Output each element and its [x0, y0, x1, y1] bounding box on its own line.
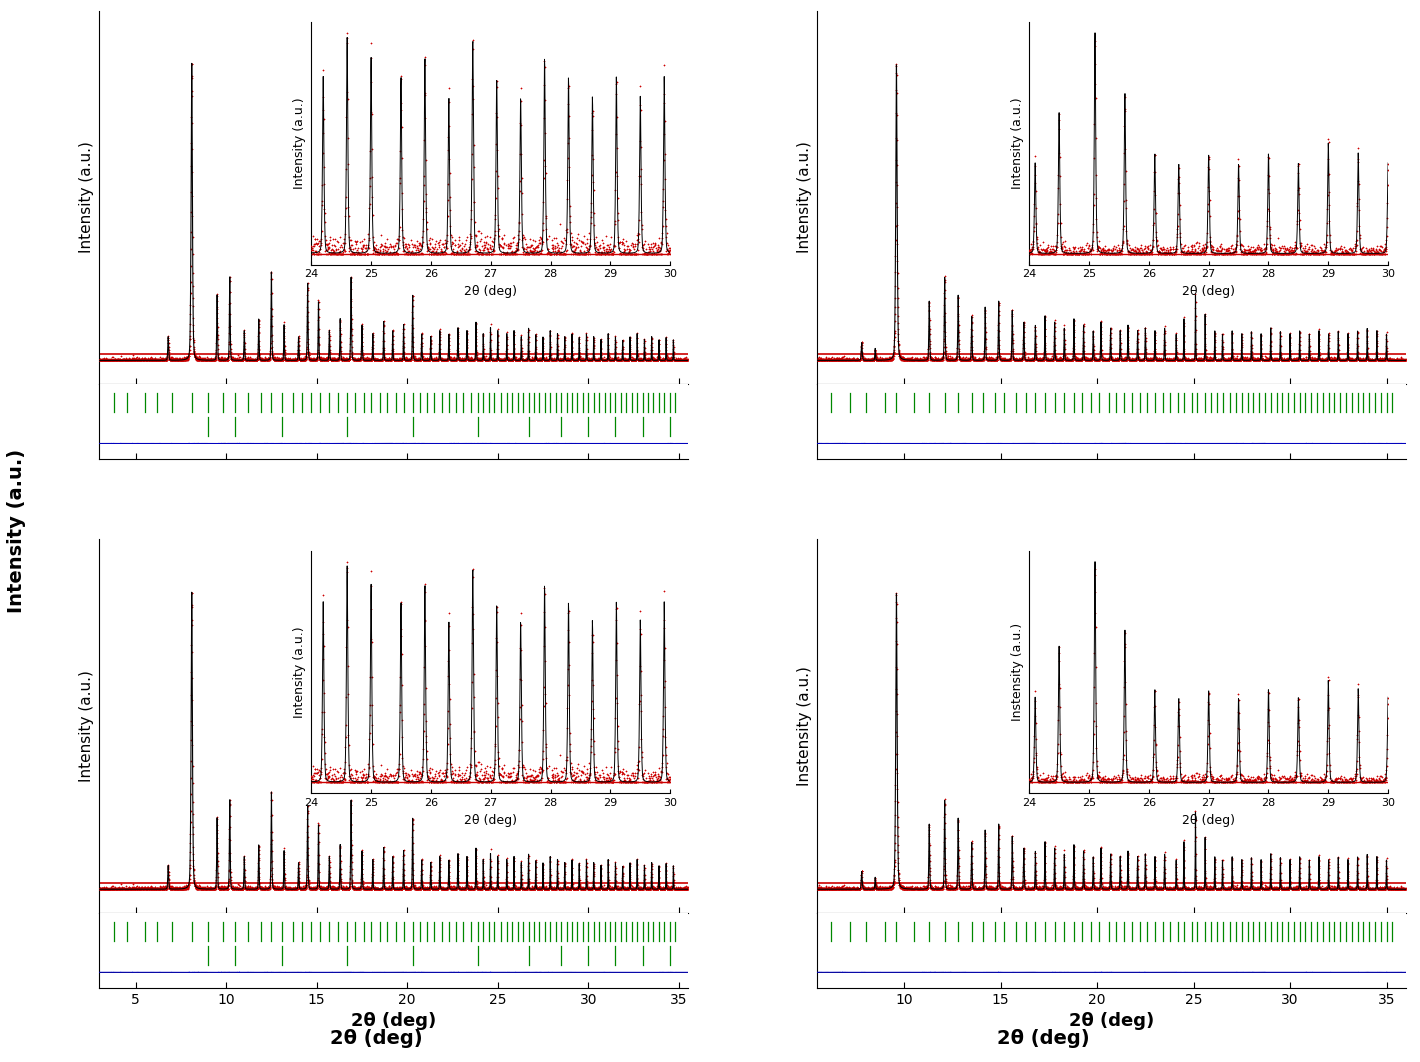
Y-axis label: Intensity (a.u.): Intensity (a.u.): [797, 141, 812, 254]
X-axis label: 2θ (deg): 2θ (deg): [351, 1012, 436, 1030]
Text: EuNiO$_3$, T= 298 K
SXRD, $\lambda$= 0.38776 A: EuNiO$_3$, T= 298 K SXRD, $\lambda$= 0.3…: [518, 551, 670, 590]
Y-axis label: Instensity (a.u.): Instensity (a.u.): [797, 666, 812, 786]
Text: EuNiO$_3$, T= 623 K
SXRD, $\lambda$= 0.38776 A: EuNiO$_3$, T= 623 K SXRD, $\lambda$= 0.3…: [518, 22, 670, 62]
Text: 2θ (deg): 2θ (deg): [329, 1029, 423, 1048]
Y-axis label: Intensity (a.u.): Intensity (a.u.): [80, 141, 94, 254]
Y-axis label: Intensity (a.u.): Intensity (a.u.): [80, 670, 94, 782]
Text: Intensity (a.u.): Intensity (a.u.): [7, 449, 26, 613]
Text: GdNiO$_3$, T= 650 K
SXRD, $\lambda$= 0.4427 A: GdNiO$_3$, T= 650 K SXRD, $\lambda$= 0.4…: [1245, 22, 1389, 62]
Text: GdNiO$_3$, T= 298 K
SXRD, $\lambda$= 0.4427 A: GdNiO$_3$, T= 298 K SXRD, $\lambda$= 0.4…: [1245, 551, 1389, 590]
X-axis label: 2θ (deg): 2θ (deg): [1069, 1012, 1154, 1030]
Text: 2θ (deg): 2θ (deg): [997, 1029, 1091, 1048]
